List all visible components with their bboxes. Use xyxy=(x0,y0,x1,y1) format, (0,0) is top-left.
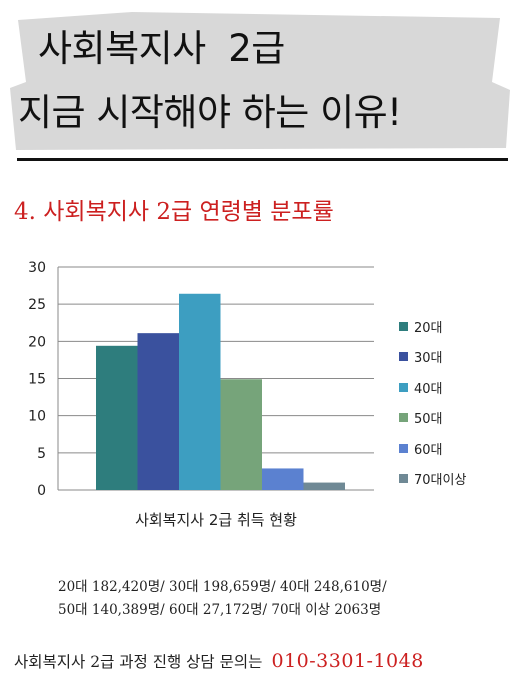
legend-item: 70대이상 xyxy=(399,464,466,495)
stats-text: 20대 182,420명/ 30대 198,659명/ 40대 248,610명… xyxy=(58,576,387,622)
section-title: 4. 사회복지사 2급 연령별 분포률 xyxy=(14,199,334,225)
bar-70대이상 xyxy=(303,482,345,490)
legend-label: 70대이상 xyxy=(414,473,467,489)
legend-item: 60대 xyxy=(399,433,466,464)
bar-30대 xyxy=(137,333,179,490)
y-tick-label: 15 xyxy=(28,372,46,388)
legend-label: 20대 xyxy=(414,320,443,336)
legend-swatch xyxy=(399,321,408,331)
legend-item: 40대 xyxy=(399,372,466,403)
y-tick-label: 30 xyxy=(28,260,46,276)
y-tick-label: 25 xyxy=(28,297,46,313)
y-tick-label: 5 xyxy=(37,446,46,462)
y-tick-label: 0 xyxy=(37,483,46,499)
legend-swatch xyxy=(399,382,408,392)
legend-label: 50대 xyxy=(414,412,443,428)
legend-swatch xyxy=(399,413,408,423)
legend-item: 20대 xyxy=(399,311,466,342)
y-tick-label: 20 xyxy=(28,334,46,350)
legend-label: 60대 xyxy=(414,442,443,458)
x-axis-label: 사회복지사 2급 취득 현황 xyxy=(135,511,297,529)
title-banner: 사회복지사 2급 지금 시작해야 하는 이유! xyxy=(0,0,525,160)
chart-plot: 0 5 10 15 20 25 30 사회복지사 2급 취득 현황 xyxy=(28,260,374,529)
banner-background xyxy=(10,12,510,150)
bar-chart: 0 5 10 15 20 25 30 사회복지사 2급 취득 현황 xyxy=(0,250,525,550)
legend-label: 40대 xyxy=(414,381,443,397)
bar-60대 xyxy=(262,468,304,490)
legend-swatch xyxy=(399,474,408,484)
banner-line-1: 사회복지사 2급 xyxy=(38,27,285,70)
legend-swatch xyxy=(399,352,408,362)
legend-item: 50대 xyxy=(399,403,466,434)
divider-rule xyxy=(17,158,508,161)
legend-label: 30대 xyxy=(414,351,443,367)
banner-line-2: 지금 시작해야 하는 이유! xyxy=(18,91,402,134)
legend-swatch xyxy=(399,443,408,453)
y-tick-label: 10 xyxy=(28,409,46,425)
phone-number: 010-3301-1048 xyxy=(271,650,424,672)
stats-line-1: 20대 182,420명/ 30대 198,659명/ 40대 248,610명… xyxy=(58,579,387,595)
bar-50대 xyxy=(220,379,262,490)
bar-40대 xyxy=(179,293,221,490)
chart-legend: 20대 30대 40대 50대 60대 70대이상 xyxy=(399,311,466,494)
contact-footer: 사회복지사 2급 과정 진행 상담 문의는 010-3301-1048 xyxy=(14,650,424,672)
legend-item: 30대 xyxy=(399,342,466,373)
stats-line-2: 50대 140,389명/ 60대 27,172명/ 70대 이상 2063명 xyxy=(58,602,382,618)
footer-text: 사회복지사 2급 과정 진행 상담 문의는 xyxy=(14,653,263,671)
bar-20대 xyxy=(96,345,138,490)
